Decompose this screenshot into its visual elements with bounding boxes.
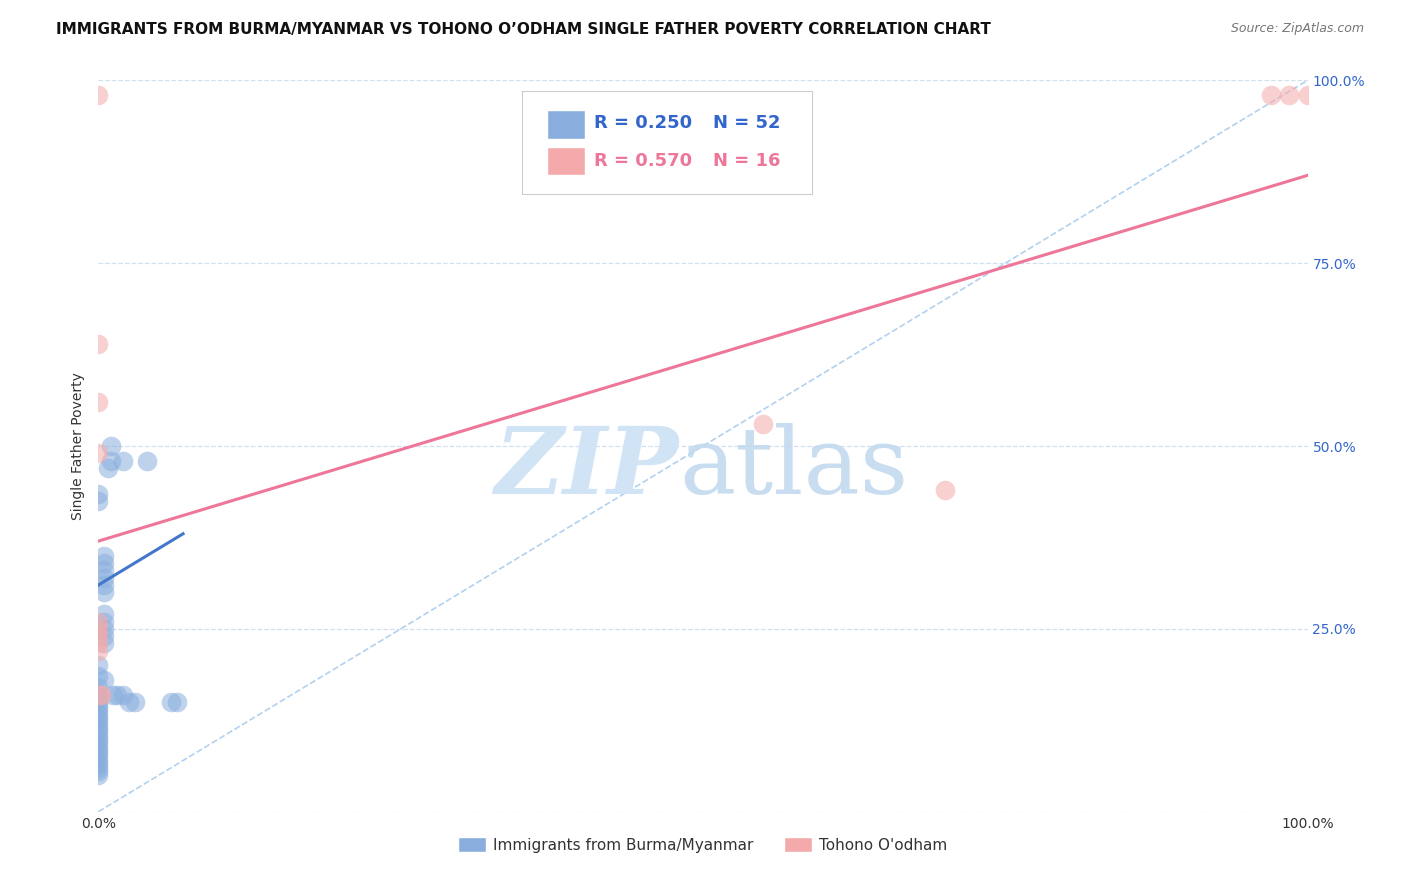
Point <box>97 461 120 475</box>
Point <box>111 453 134 467</box>
Point <box>100 453 122 467</box>
Point <box>87 622 110 636</box>
Point <box>87 644 110 658</box>
Point <box>87 724 110 739</box>
Point <box>87 739 110 753</box>
Point <box>87 695 110 709</box>
FancyBboxPatch shape <box>522 91 811 194</box>
Point <box>93 585 115 599</box>
Bar <box>548 111 585 139</box>
Point <box>87 395 110 409</box>
Point <box>1296 87 1319 102</box>
Point <box>93 607 115 622</box>
Point <box>87 698 110 713</box>
Bar <box>548 147 585 176</box>
Point <box>101 688 124 702</box>
Point <box>111 688 134 702</box>
Point <box>87 764 110 779</box>
Y-axis label: Single Father Poverty: Single Father Poverty <box>72 372 86 520</box>
Point <box>87 735 110 749</box>
Point <box>93 629 115 643</box>
Text: N = 16: N = 16 <box>713 152 780 169</box>
Point <box>87 494 110 508</box>
Point <box>100 439 122 453</box>
Text: N = 52: N = 52 <box>713 114 780 132</box>
Point <box>87 688 110 702</box>
Point <box>160 695 183 709</box>
Point <box>93 622 115 636</box>
Point <box>93 563 115 577</box>
Point <box>87 714 110 728</box>
Point <box>87 709 110 723</box>
Point <box>166 695 188 709</box>
Point <box>87 721 110 735</box>
Point <box>87 658 110 673</box>
Point <box>124 695 146 709</box>
Point <box>135 453 157 467</box>
Point <box>93 571 115 585</box>
Text: Source: ZipAtlas.com: Source: ZipAtlas.com <box>1230 22 1364 36</box>
Point <box>1260 87 1282 102</box>
Point <box>118 695 141 709</box>
Point <box>87 746 110 760</box>
Text: IMMIGRANTS FROM BURMA/MYANMAR VS TOHONO O’ODHAM SINGLE FATHER POVERTY CORRELATIO: IMMIGRANTS FROM BURMA/MYANMAR VS TOHONO … <box>56 22 991 37</box>
Point <box>87 702 110 716</box>
Point <box>93 556 115 570</box>
Point <box>87 629 110 643</box>
Point <box>93 673 115 687</box>
Point <box>87 669 110 683</box>
Text: R = 0.570: R = 0.570 <box>595 152 692 169</box>
Point <box>87 446 110 460</box>
Point <box>87 636 110 650</box>
Legend: Immigrants from Burma/Myanmar, Tohono O'odham: Immigrants from Burma/Myanmar, Tohono O'… <box>453 831 953 859</box>
Point <box>87 691 110 706</box>
Point <box>87 757 110 772</box>
Point <box>87 749 110 764</box>
Point <box>752 417 775 431</box>
Point <box>87 615 110 629</box>
Point <box>87 486 110 500</box>
Point <box>89 688 111 702</box>
Point <box>87 761 110 775</box>
Point <box>105 688 128 702</box>
Point <box>93 578 115 592</box>
Point <box>87 706 110 720</box>
Point <box>90 688 112 702</box>
Point <box>87 681 110 695</box>
Point <box>934 483 956 497</box>
Text: atlas: atlas <box>679 423 908 513</box>
Point <box>87 87 110 102</box>
Text: R = 0.250: R = 0.250 <box>595 114 692 132</box>
Point <box>93 549 115 563</box>
Text: ZIP: ZIP <box>495 423 679 513</box>
Point <box>87 754 110 768</box>
Point <box>87 728 110 742</box>
Point <box>87 731 110 746</box>
Point <box>1278 87 1301 102</box>
Point <box>87 768 110 782</box>
Point <box>93 636 115 650</box>
Point <box>93 615 115 629</box>
Point <box>87 717 110 731</box>
Point <box>87 742 110 756</box>
Point <box>87 336 110 351</box>
